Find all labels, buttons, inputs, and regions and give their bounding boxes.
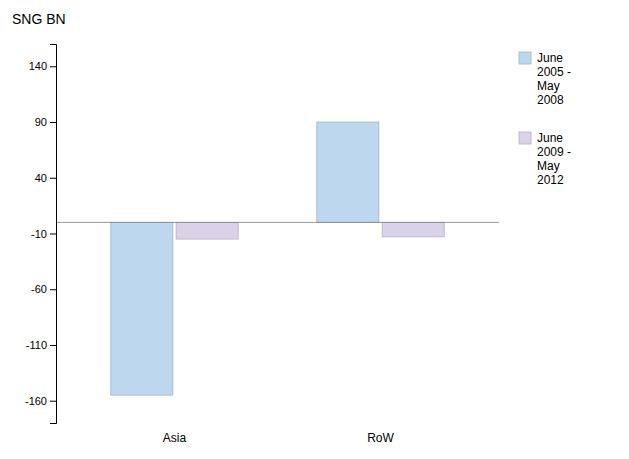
x-tick: Asia — [163, 431, 187, 445]
y-tick: 90 — [35, 116, 56, 128]
y-axis-line — [50, 45, 57, 424]
x-tick: RoW — [367, 431, 394, 445]
legend-swatch — [519, 52, 531, 64]
y-tick-label: -110 — [26, 339, 47, 351]
bar — [382, 222, 444, 236]
y-tick-mark — [50, 122, 56, 123]
legend-item: June2009 -May2012 — [519, 131, 571, 187]
y-tick-mark — [50, 234, 56, 235]
y-tick: -110 — [26, 339, 56, 351]
y-tick-label: -160 — [25, 395, 47, 407]
y-tick-mark — [50, 401, 56, 402]
x-tick-label: RoW — [367, 431, 394, 445]
y-tick-label: -10 — [31, 228, 47, 240]
y-tick-mark — [50, 178, 56, 179]
y-tick: -160 — [25, 395, 56, 407]
bar — [317, 122, 379, 222]
x-tick-label: Asia — [163, 431, 187, 445]
y-axis: -160 -110 -60 -10 40 90 140 — [25, 45, 57, 424]
chart-container: -160 -110 -60 -10 40 90 140 Asia RoW SNG BN June20… — [0, 0, 629, 459]
y-tick: 40 — [35, 172, 56, 184]
plot-area: -160 -110 -60 -10 40 90 140 Asia RoW — [25, 45, 499, 445]
chart-title: SNG BN — [12, 11, 66, 27]
legend: June2005 -May2008 June2009 -May2012 — [519, 51, 571, 187]
legend-label: June2005 -May2008 — [537, 51, 571, 107]
y-tick-label: 40 — [35, 172, 47, 184]
y-tick: 140 — [29, 60, 56, 72]
bars — [111, 122, 444, 395]
zero-line — [56, 222, 499, 223]
x-axis: Asia RoW — [163, 431, 395, 445]
legend-swatch — [519, 132, 531, 144]
legend-label: June2009 -May2012 — [537, 131, 571, 187]
y-tick-mark — [50, 66, 56, 67]
y-tick: -10 — [31, 228, 56, 240]
y-tick-mark — [50, 345, 56, 346]
y-tick-label: -60 — [31, 283, 47, 295]
y-tick-label: 90 — [35, 116, 47, 128]
bar — [176, 222, 238, 239]
legend-item: June2005 -May2008 — [519, 51, 571, 107]
y-tick: -60 — [31, 283, 56, 295]
bar — [111, 222, 173, 395]
y-tick-label: 140 — [29, 60, 47, 72]
chart-svg: -160 -110 -60 -10 40 90 140 Asia RoW SNG BN June20… — [0, 0, 629, 459]
y-tick-mark — [50, 289, 56, 290]
